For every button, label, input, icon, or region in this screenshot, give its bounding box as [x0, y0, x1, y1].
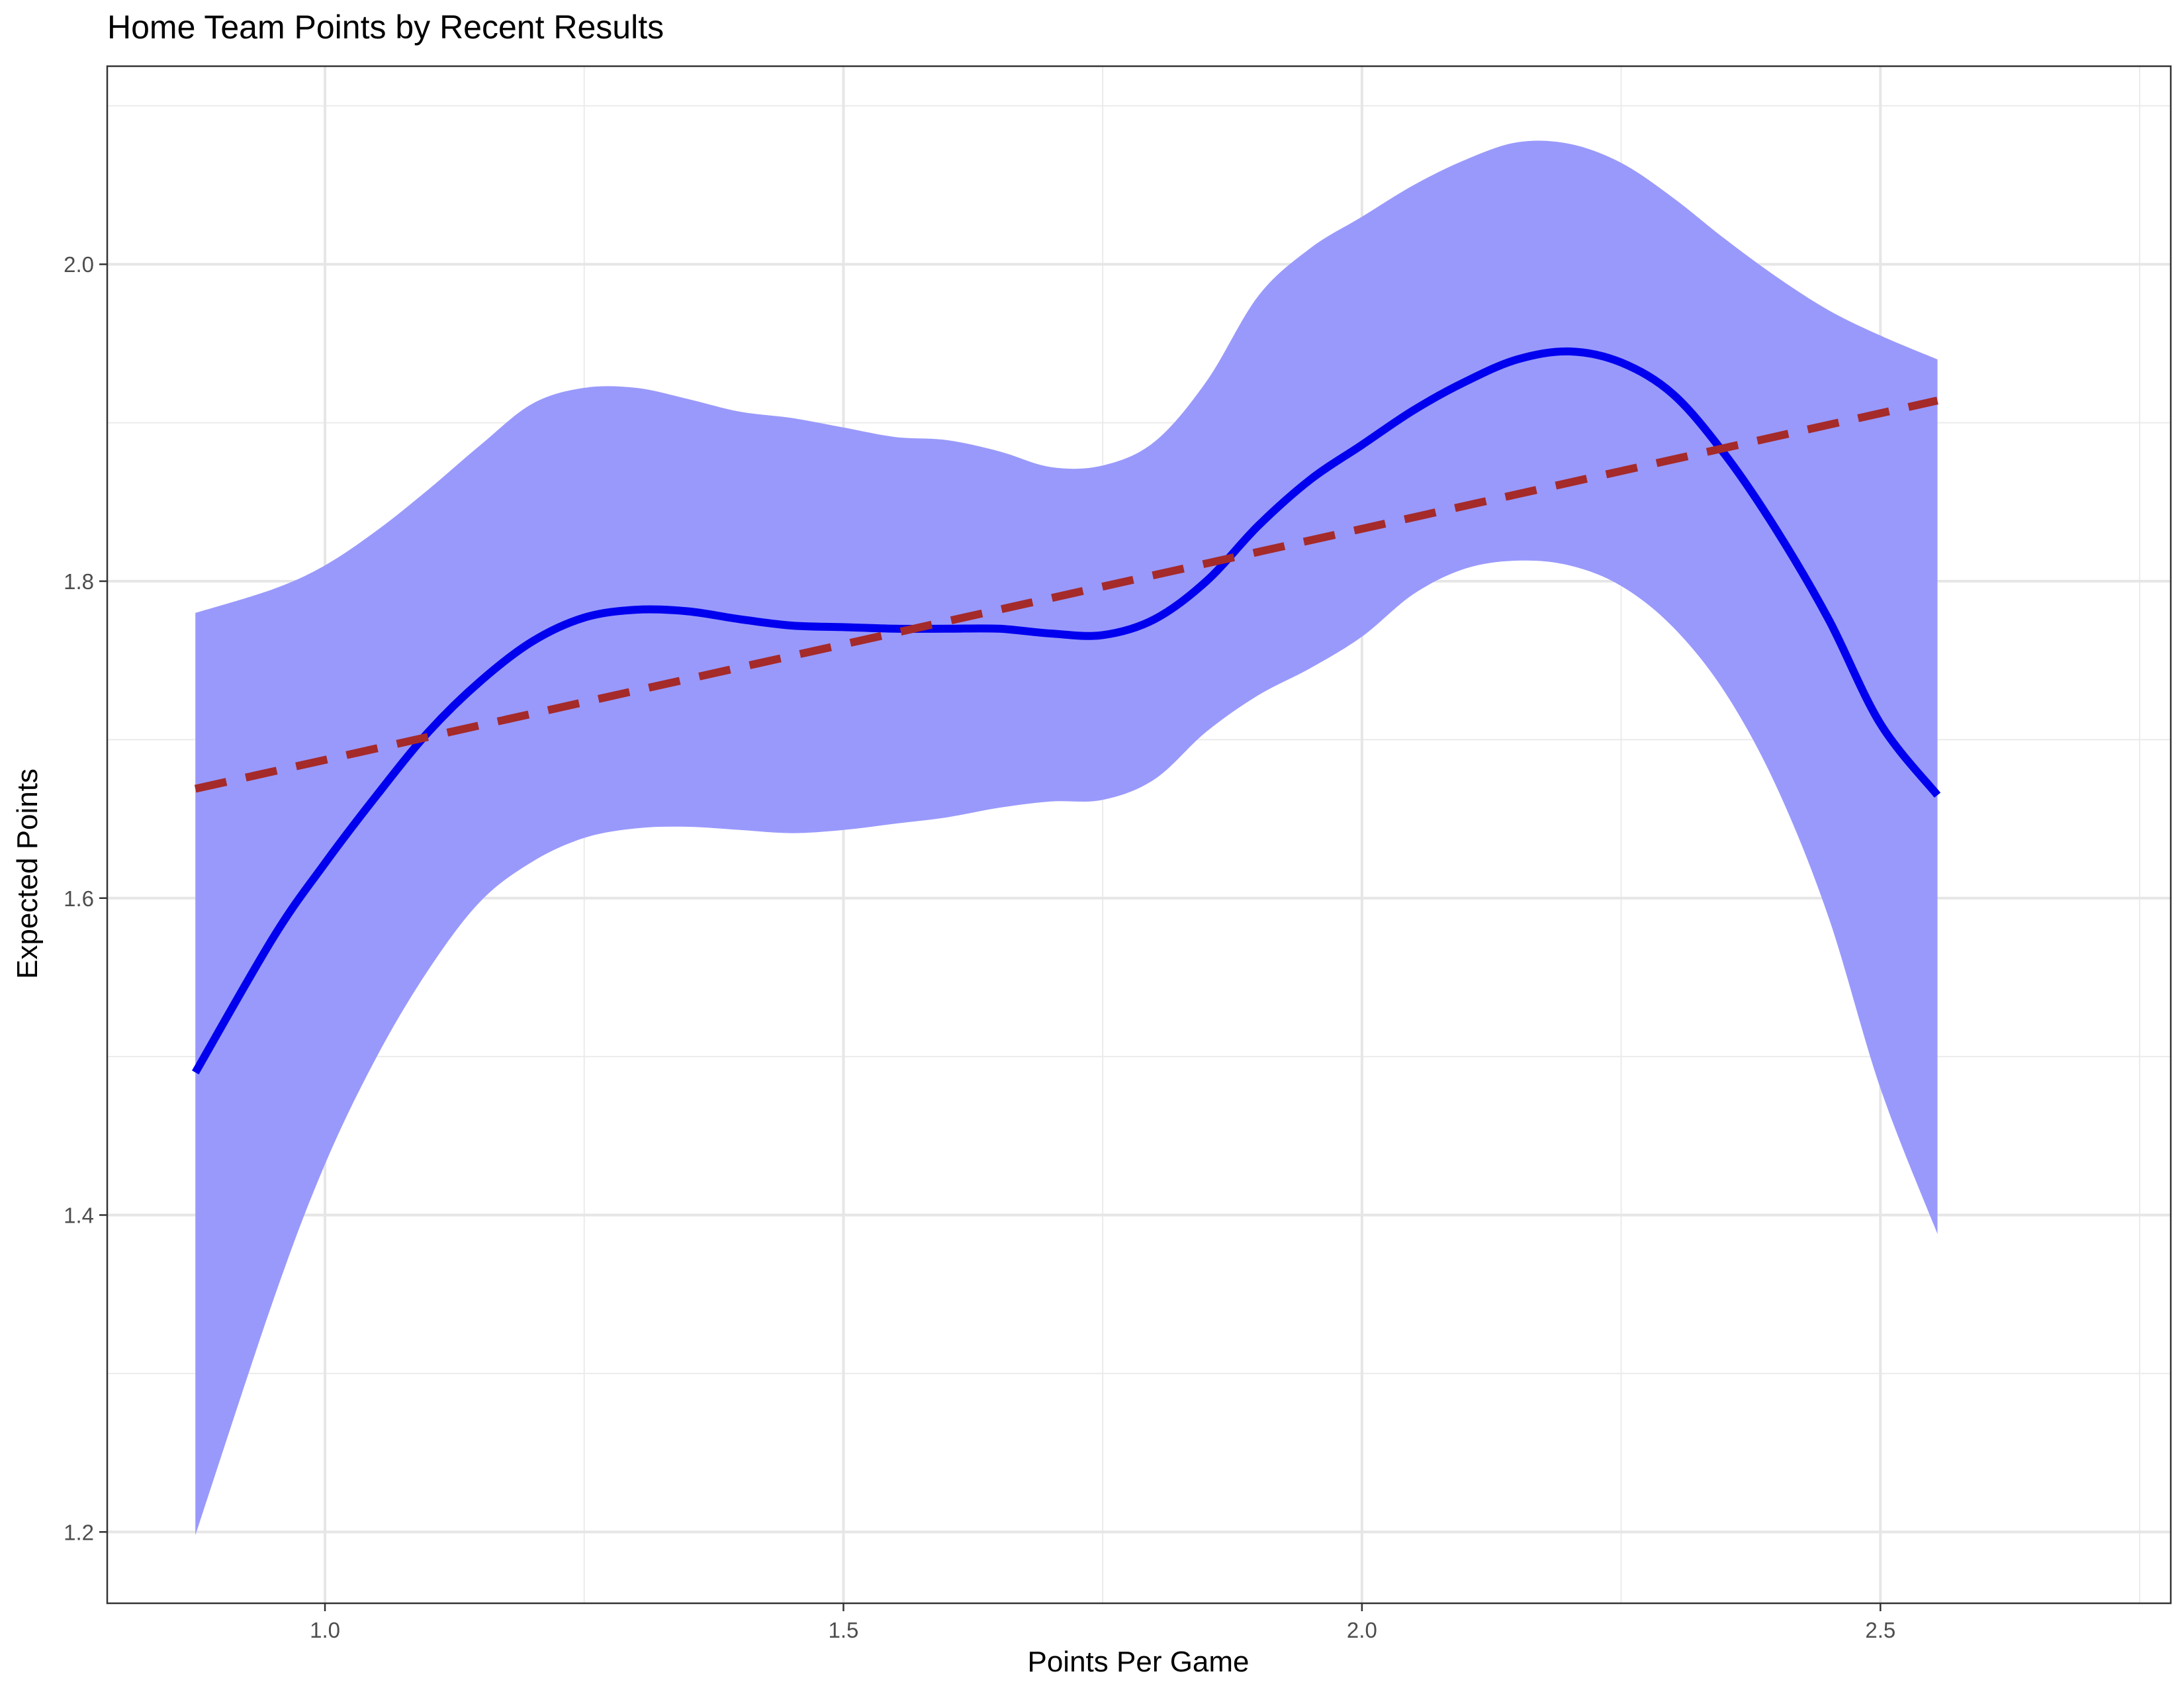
chart-title: Home Team Points by Recent Results — [107, 9, 664, 46]
x-tick-label: 2.0 — [1347, 1618, 1377, 1642]
x-tick-label: 1.0 — [310, 1618, 340, 1642]
y-tick-label: 1.6 — [64, 886, 94, 911]
y-tick-label: 1.4 — [64, 1203, 94, 1228]
y-tick-label: 1.8 — [64, 569, 94, 594]
y-axis-title: Expected Points — [11, 769, 44, 979]
x-tick-label: 2.5 — [1865, 1618, 1895, 1642]
confidence-band — [195, 140, 1938, 1536]
y-tick-label: 2.0 — [64, 252, 94, 277]
fit-lines-layer — [192, 347, 1941, 1075]
x-tick-label: 1.5 — [829, 1618, 859, 1642]
smooth-fit-line — [192, 347, 1941, 1075]
y-axis-ticks: 1.2 1.4 1.6 1.8 2.0 — [64, 252, 107, 1544]
confidence-band-layer — [195, 140, 1938, 1536]
x-axis-title: Points Per Game — [1027, 1646, 1249, 1678]
y-tick-label: 1.2 — [64, 1520, 94, 1544]
x-axis-ticks: 1.0 1.5 2.0 2.5 — [310, 1603, 1895, 1642]
linear-fit-line — [194, 397, 1938, 793]
plot-panel-border — [106, 65, 2172, 1605]
